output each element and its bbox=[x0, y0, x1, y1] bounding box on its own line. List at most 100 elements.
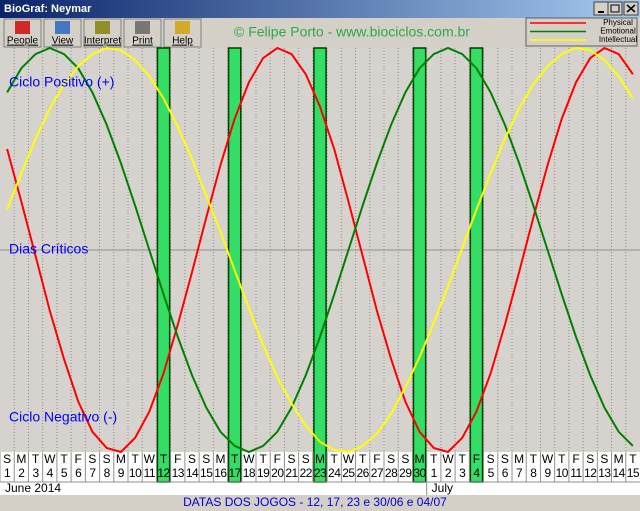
weekday-label: F bbox=[75, 452, 82, 466]
weekday-label: T bbox=[32, 452, 40, 466]
day-label: 6 bbox=[502, 466, 509, 480]
window-title: BioGraf: Neymar bbox=[4, 3, 92, 15]
toolbar-button[interactable]: Print bbox=[123, 18, 162, 48]
weekday-label: S bbox=[88, 452, 96, 466]
day-label: 13 bbox=[172, 466, 185, 480]
toolbar-button[interactable]: People bbox=[3, 18, 42, 48]
weekday-label: T bbox=[430, 452, 438, 466]
day-label: 24 bbox=[328, 466, 341, 480]
toolbar-button[interactable]: Help bbox=[163, 18, 202, 48]
toolbar-button[interactable]: Interpret bbox=[83, 18, 122, 48]
annotation: Ciclo Negativo (-) bbox=[9, 409, 117, 425]
weekday-label: S bbox=[302, 452, 310, 466]
day-label: 21 bbox=[285, 466, 298, 480]
series-line bbox=[6, 46, 634, 454]
weekday-label: M bbox=[215, 452, 225, 466]
day-label: 29 bbox=[399, 466, 412, 480]
weekday-label: T bbox=[558, 452, 566, 466]
weekday-label: T bbox=[131, 452, 139, 466]
day-label: 5 bbox=[488, 466, 495, 480]
day-label: 4 bbox=[473, 466, 480, 480]
critical-day bbox=[313, 47, 327, 483]
weekday-label: S bbox=[103, 452, 111, 466]
day-label: 1 bbox=[431, 466, 438, 480]
day-label: 26 bbox=[356, 466, 369, 480]
day-label: 23 bbox=[314, 466, 327, 480]
weekday-label: T bbox=[60, 452, 68, 466]
annotation: Dias Críticos bbox=[9, 241, 88, 257]
button-label: People bbox=[7, 36, 39, 47]
day-label: 10 bbox=[556, 466, 569, 480]
day-label: 18 bbox=[243, 466, 256, 480]
day-label: 20 bbox=[271, 466, 284, 480]
legend-label: Emotional bbox=[600, 27, 636, 36]
day-label: 12 bbox=[157, 466, 170, 480]
month-label: July bbox=[432, 481, 453, 495]
weekday-label: W bbox=[144, 452, 156, 466]
weekday-label: T bbox=[629, 452, 637, 466]
month-label: June 2014 bbox=[5, 481, 61, 495]
window-controls[interactable] bbox=[593, 1, 639, 16]
weekday-label: S bbox=[288, 452, 296, 466]
day-label: 17 bbox=[228, 466, 241, 480]
weekday-label: F bbox=[373, 452, 380, 466]
button-label: Print bbox=[132, 36, 153, 47]
day-label: 27 bbox=[371, 466, 384, 480]
weekday-label: S bbox=[586, 452, 594, 466]
button-label: Interpret bbox=[84, 36, 121, 47]
day-label: 9 bbox=[544, 466, 551, 480]
button-icon bbox=[55, 21, 70, 34]
button-icon bbox=[15, 21, 30, 34]
day-label: 7 bbox=[516, 466, 523, 480]
day-label: 8 bbox=[530, 466, 537, 480]
day-label: 14 bbox=[186, 466, 199, 480]
weekday-label: M bbox=[514, 452, 524, 466]
weekday-label: M bbox=[116, 452, 126, 466]
legend-label: Intellectual bbox=[599, 35, 637, 44]
weekday-label: W bbox=[44, 452, 56, 466]
toolbar-button[interactable]: View bbox=[43, 18, 82, 48]
button-label: View bbox=[52, 36, 74, 47]
day-label: 11 bbox=[570, 466, 582, 480]
day-label: 16 bbox=[214, 466, 227, 480]
weekday-label: T bbox=[331, 452, 339, 466]
legend-label: Physical bbox=[603, 18, 633, 27]
weekday-label: S bbox=[3, 452, 11, 466]
day-label: 10 bbox=[129, 466, 142, 480]
weekday-label: S bbox=[202, 452, 210, 466]
weekday-label: S bbox=[600, 452, 608, 466]
weekday-label: F bbox=[174, 452, 181, 466]
day-label: 25 bbox=[342, 466, 355, 480]
day-label: 22 bbox=[300, 466, 313, 480]
series-line bbox=[6, 46, 634, 454]
weekday-label: T bbox=[259, 452, 267, 466]
weekday-label: M bbox=[415, 452, 425, 466]
day-label: 11 bbox=[144, 466, 156, 480]
day-label: 3 bbox=[32, 466, 39, 480]
weekday-label: S bbox=[501, 452, 509, 466]
weekday-label: W bbox=[243, 452, 255, 466]
weekday-label: M bbox=[315, 452, 325, 466]
day-label: 30 bbox=[413, 466, 426, 480]
button-icon bbox=[175, 21, 190, 34]
weekday-label: M bbox=[16, 452, 26, 466]
button-icon bbox=[95, 21, 110, 34]
series-line bbox=[6, 46, 634, 454]
day-label: 12 bbox=[584, 466, 597, 480]
critical-day bbox=[469, 47, 484, 483]
day-label: 3 bbox=[459, 466, 466, 480]
weekday-label: F bbox=[473, 452, 480, 466]
title-bar bbox=[0, 0, 640, 18]
weekday-label: F bbox=[274, 452, 281, 466]
day-label: 1 bbox=[4, 466, 11, 480]
weekday-label: F bbox=[572, 452, 579, 466]
day-label: 8 bbox=[104, 466, 111, 480]
day-label: 15 bbox=[200, 466, 213, 480]
weekday-label: T bbox=[231, 452, 239, 466]
button-icon bbox=[135, 21, 150, 34]
day-label: 15 bbox=[627, 466, 640, 480]
weekday-label: T bbox=[359, 452, 367, 466]
